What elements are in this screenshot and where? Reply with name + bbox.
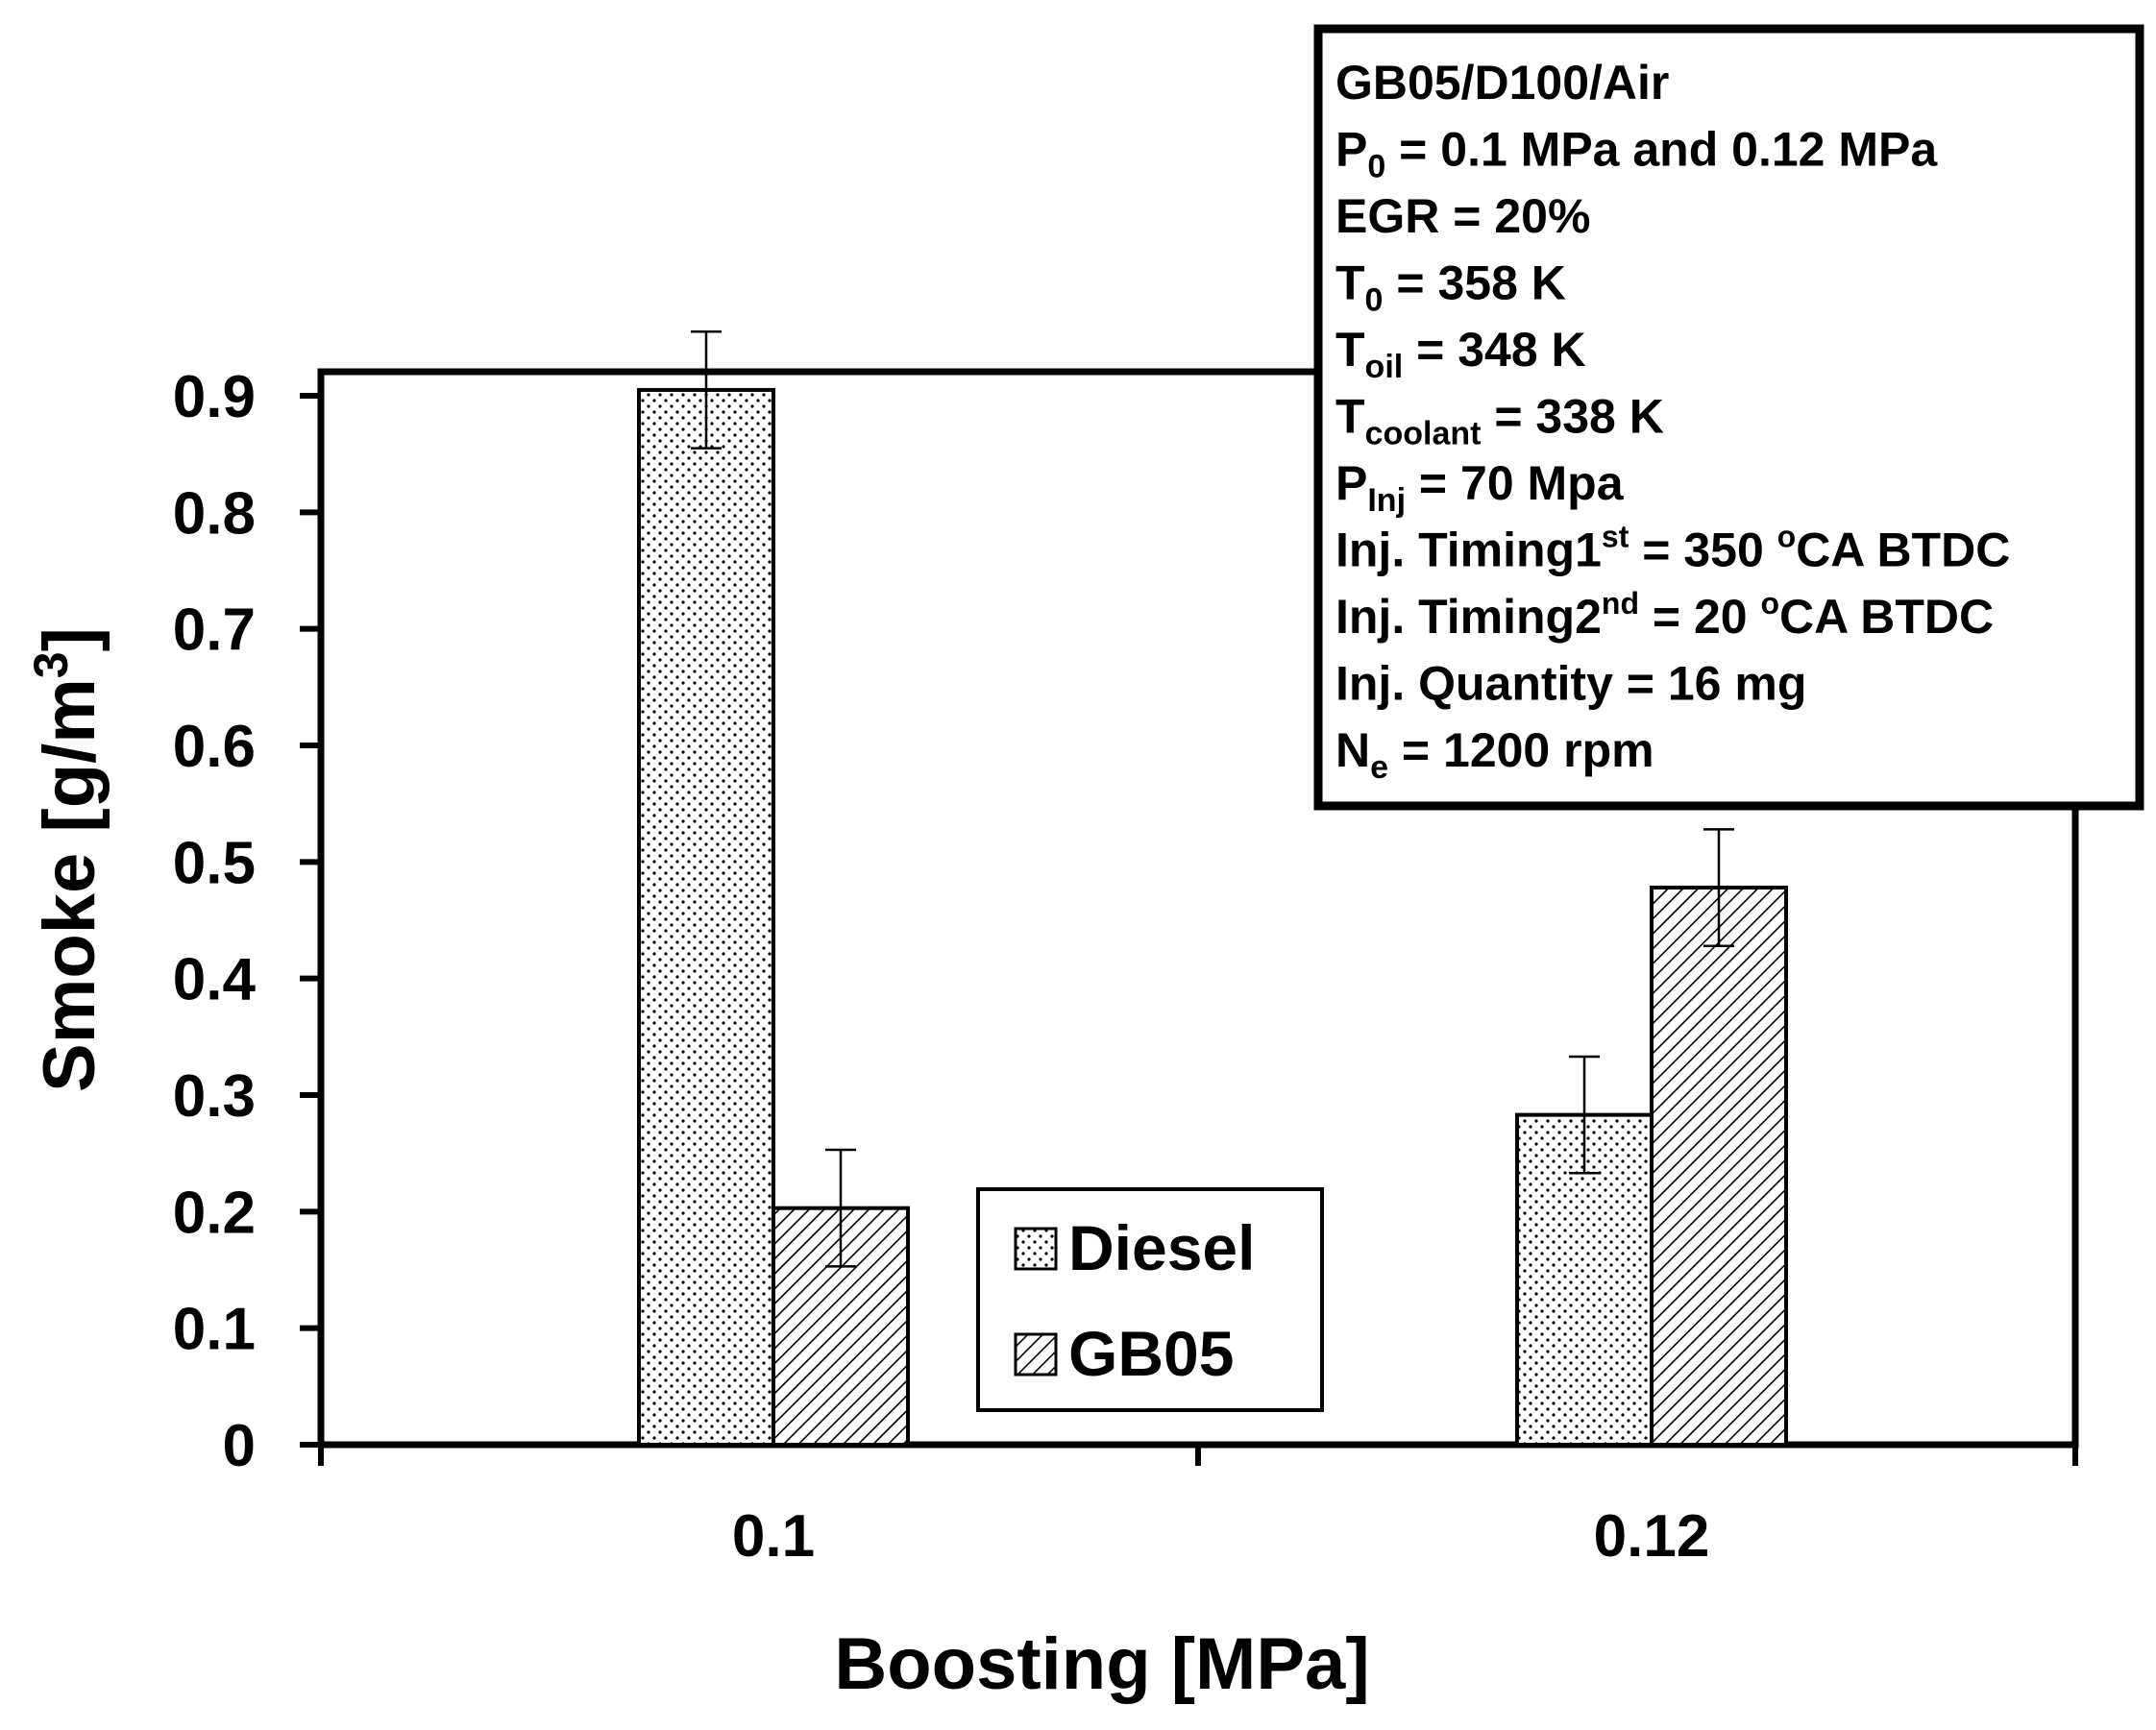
y-tick-label: 0.4: [173, 947, 257, 1013]
x-axis-title: Boosting [MPa]: [834, 1623, 1369, 1705]
annotation-line: Toil = 348 K: [1335, 323, 1586, 385]
error-bars-group: [691, 330, 1734, 1268]
annotation-line: Inj. Timing2nd = 20 oCA BTDC: [1335, 586, 1994, 644]
y-tick-label: 0: [223, 1413, 256, 1479]
legend: Diesel GB05: [976, 1187, 1324, 1412]
y-tick-label: 0.2: [173, 1180, 256, 1246]
conditions-annotation: GB05/D100/Air P0 = 0.1 MPa and 0.12 MPaEG…: [1313, 24, 2144, 811]
annotation-box: [1313, 24, 2144, 811]
legend-label-diesel: Diesel: [1068, 1212, 1255, 1283]
bar-diesel-0.1: [637, 387, 775, 1447]
annotation-line: PInj = 70 Mpa: [1335, 456, 1625, 519]
y-tick-label: 0.9: [173, 364, 256, 430]
y-axis-title-superscript: 3: [24, 651, 78, 678]
annotation-line: Inj. Quantity = 16 mg: [1335, 657, 1806, 711]
legend-swatch-gb05: [1014, 1332, 1058, 1377]
x-tick-label: 0.12: [1594, 1503, 1710, 1570]
annotation-line: Tcoolant = 338 K: [1335, 390, 1664, 452]
annotation-line: P0 = 0.1 MPa and 0.12 MPa: [1335, 123, 1938, 185]
y-tick-label: 0.8: [173, 480, 256, 547]
y-tick-label: 0.7: [173, 597, 256, 664]
x-tick-label: 0.1: [732, 1503, 815, 1570]
y-axis-title: Smoke [g/m3]: [24, 627, 110, 1092]
bar-gb05-0.12: [1650, 886, 1788, 1447]
annotation-line: Ne = 1200 rpm: [1335, 723, 1654, 786]
annotation-lines: GB05/D100/Air P0 = 0.1 MPa and 0.12 MPaEG…: [1335, 56, 2010, 786]
y-tick-label: 0.5: [173, 830, 256, 896]
annotation-line: Inj. Timing1st = 350 oCA BTDC: [1335, 520, 2010, 577]
annotation-line: T0 = 358 K: [1335, 256, 1566, 319]
legend-label-gb05: GB05: [1068, 1318, 1234, 1389]
annotation-line: GB05/D100/Air: [1335, 56, 1669, 110]
annotation-line: EGR = 20%: [1335, 189, 1590, 243]
y-tick-label: 0.6: [173, 714, 256, 780]
y-tick-label: 0.1: [173, 1297, 256, 1363]
y-axis-title-end: ]: [29, 627, 110, 651]
y-axis-title-main: Smoke [g/m: [29, 678, 110, 1092]
legend-swatch-diesel: [1014, 1227, 1058, 1271]
y-axis-ticks: 0 0.1 0.2 0.3 0.4 0.5 0.6 0.7 0.8 0.9: [173, 364, 321, 1479]
x-axis-ticks: 0.1 0.12: [318, 1445, 2078, 1570]
y-tick-label: 0.3: [173, 1063, 256, 1130]
